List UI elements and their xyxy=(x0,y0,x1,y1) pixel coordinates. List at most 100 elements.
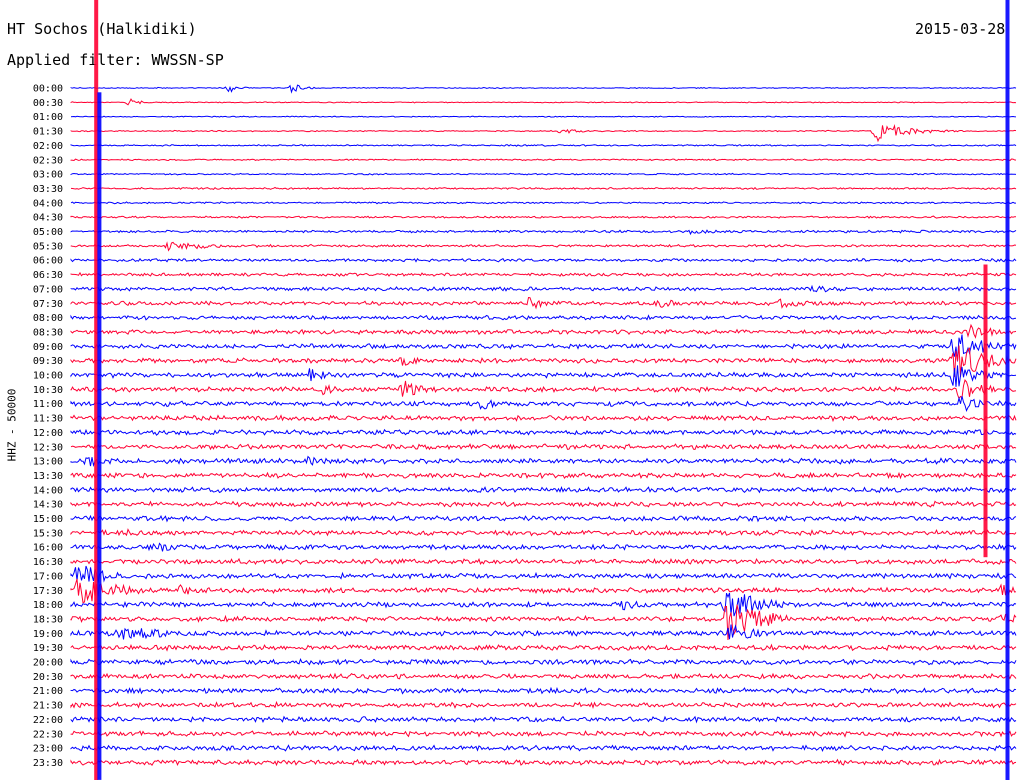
trace-line xyxy=(70,455,1017,467)
trace-line xyxy=(70,84,1017,94)
trace-line xyxy=(70,241,1017,252)
date-label: 2015-03-28 xyxy=(915,20,1006,38)
trace-line xyxy=(70,124,1017,143)
trace-line xyxy=(70,296,1017,310)
trace-line xyxy=(70,257,1017,263)
trace-line xyxy=(70,345,1017,378)
time-label: 12:00 xyxy=(33,428,63,439)
time-label: 21:30 xyxy=(33,701,63,712)
trace-line xyxy=(70,514,1017,523)
trace-line xyxy=(70,565,1017,583)
time-label: 11:00 xyxy=(33,399,63,410)
trace-line xyxy=(70,98,1017,106)
time-label: 03:30 xyxy=(33,184,63,195)
saturated-signal xyxy=(94,0,99,780)
trace-line xyxy=(70,624,1017,640)
time-label: 23:30 xyxy=(33,758,63,769)
time-label: 15:00 xyxy=(33,514,63,525)
trace-line xyxy=(70,643,1017,652)
trace-line xyxy=(70,500,1017,508)
trace-line xyxy=(70,686,1017,695)
time-label: 14:30 xyxy=(33,500,63,511)
time-label: 06:00 xyxy=(33,256,63,267)
trace-line xyxy=(70,271,1017,278)
trace-line xyxy=(70,284,1017,293)
time-label: 17:00 xyxy=(33,571,63,582)
trace-line xyxy=(70,730,1017,738)
trace-line xyxy=(70,158,1017,162)
time-label: 03:00 xyxy=(33,170,63,181)
time-label: 20:00 xyxy=(33,658,63,669)
trace-line xyxy=(70,201,1016,205)
trace-line xyxy=(70,578,1017,604)
trace-line xyxy=(70,592,1017,617)
trace-line xyxy=(70,334,1017,362)
trace-line xyxy=(70,215,1016,219)
time-label: 04:00 xyxy=(33,198,63,209)
trace-line xyxy=(70,542,1017,552)
trace-line xyxy=(70,365,1017,387)
trace-line xyxy=(70,557,1017,566)
trace-line xyxy=(70,314,1017,321)
time-label: 22:30 xyxy=(33,729,63,740)
time-label: 04:30 xyxy=(33,213,63,224)
trace-line xyxy=(70,396,1017,413)
time-label: 12:30 xyxy=(33,442,63,453)
trace-line xyxy=(70,323,1017,339)
time-label: 00:30 xyxy=(33,98,63,109)
time-label: 15:30 xyxy=(33,528,63,539)
time-label: 11:30 xyxy=(33,414,63,425)
time-label: 06:30 xyxy=(33,270,63,281)
trace-line xyxy=(70,700,1017,709)
trace-line xyxy=(70,758,1017,767)
time-label: 19:00 xyxy=(33,629,63,640)
filter-label: Applied filter: WWSSN-SP xyxy=(7,51,224,69)
time-label: 08:00 xyxy=(33,313,63,324)
time-label: 01:00 xyxy=(33,112,63,123)
time-label: 10:30 xyxy=(33,385,63,396)
time-label: 09:00 xyxy=(33,342,63,353)
trace-line xyxy=(70,744,1017,752)
trace-line xyxy=(70,379,1017,400)
time-label: 14:00 xyxy=(33,485,63,496)
time-label: 20:30 xyxy=(33,672,63,683)
time-label: 00:00 xyxy=(33,84,63,95)
trace-line xyxy=(70,486,1017,494)
time-label: 07:00 xyxy=(33,284,63,295)
trace-line xyxy=(70,115,1017,118)
trace-line xyxy=(70,144,1017,147)
time-label: 21:00 xyxy=(33,686,63,697)
saturated-signal xyxy=(97,92,102,780)
time-label: 17:30 xyxy=(33,586,63,597)
trace-line xyxy=(70,715,1017,724)
trace-line xyxy=(70,528,1017,537)
trace-line xyxy=(70,471,1017,480)
time-label: 01:30 xyxy=(33,127,63,138)
time-label: 02:00 xyxy=(33,141,63,152)
trace-line xyxy=(70,657,1017,666)
time-label: 08:30 xyxy=(33,327,63,338)
time-label: 07:30 xyxy=(33,299,63,310)
time-label: 18:30 xyxy=(33,614,63,625)
trace-line xyxy=(70,186,1017,191)
trace-line xyxy=(70,172,1017,176)
trace-line xyxy=(70,414,1017,423)
trace-line xyxy=(70,443,1017,451)
time-label: 05:00 xyxy=(33,227,63,238)
time-label: 16:00 xyxy=(33,543,63,554)
time-label: 19:30 xyxy=(33,643,63,654)
time-label: 23:00 xyxy=(33,744,63,755)
trace-line xyxy=(70,229,1017,236)
time-label: 16:30 xyxy=(33,557,63,568)
trace-line xyxy=(70,672,1017,680)
time-label: 13:30 xyxy=(33,471,63,482)
saturated-signal xyxy=(1005,0,1010,780)
time-label: 18:00 xyxy=(33,600,63,611)
time-label: 02:30 xyxy=(33,155,63,166)
station-title: HT Sochos (Halkidiki) xyxy=(7,20,197,38)
time-label: 13:00 xyxy=(33,457,63,468)
time-label: 09:30 xyxy=(33,356,63,367)
time-label: 10:00 xyxy=(33,371,63,382)
time-label: 05:30 xyxy=(33,241,63,252)
